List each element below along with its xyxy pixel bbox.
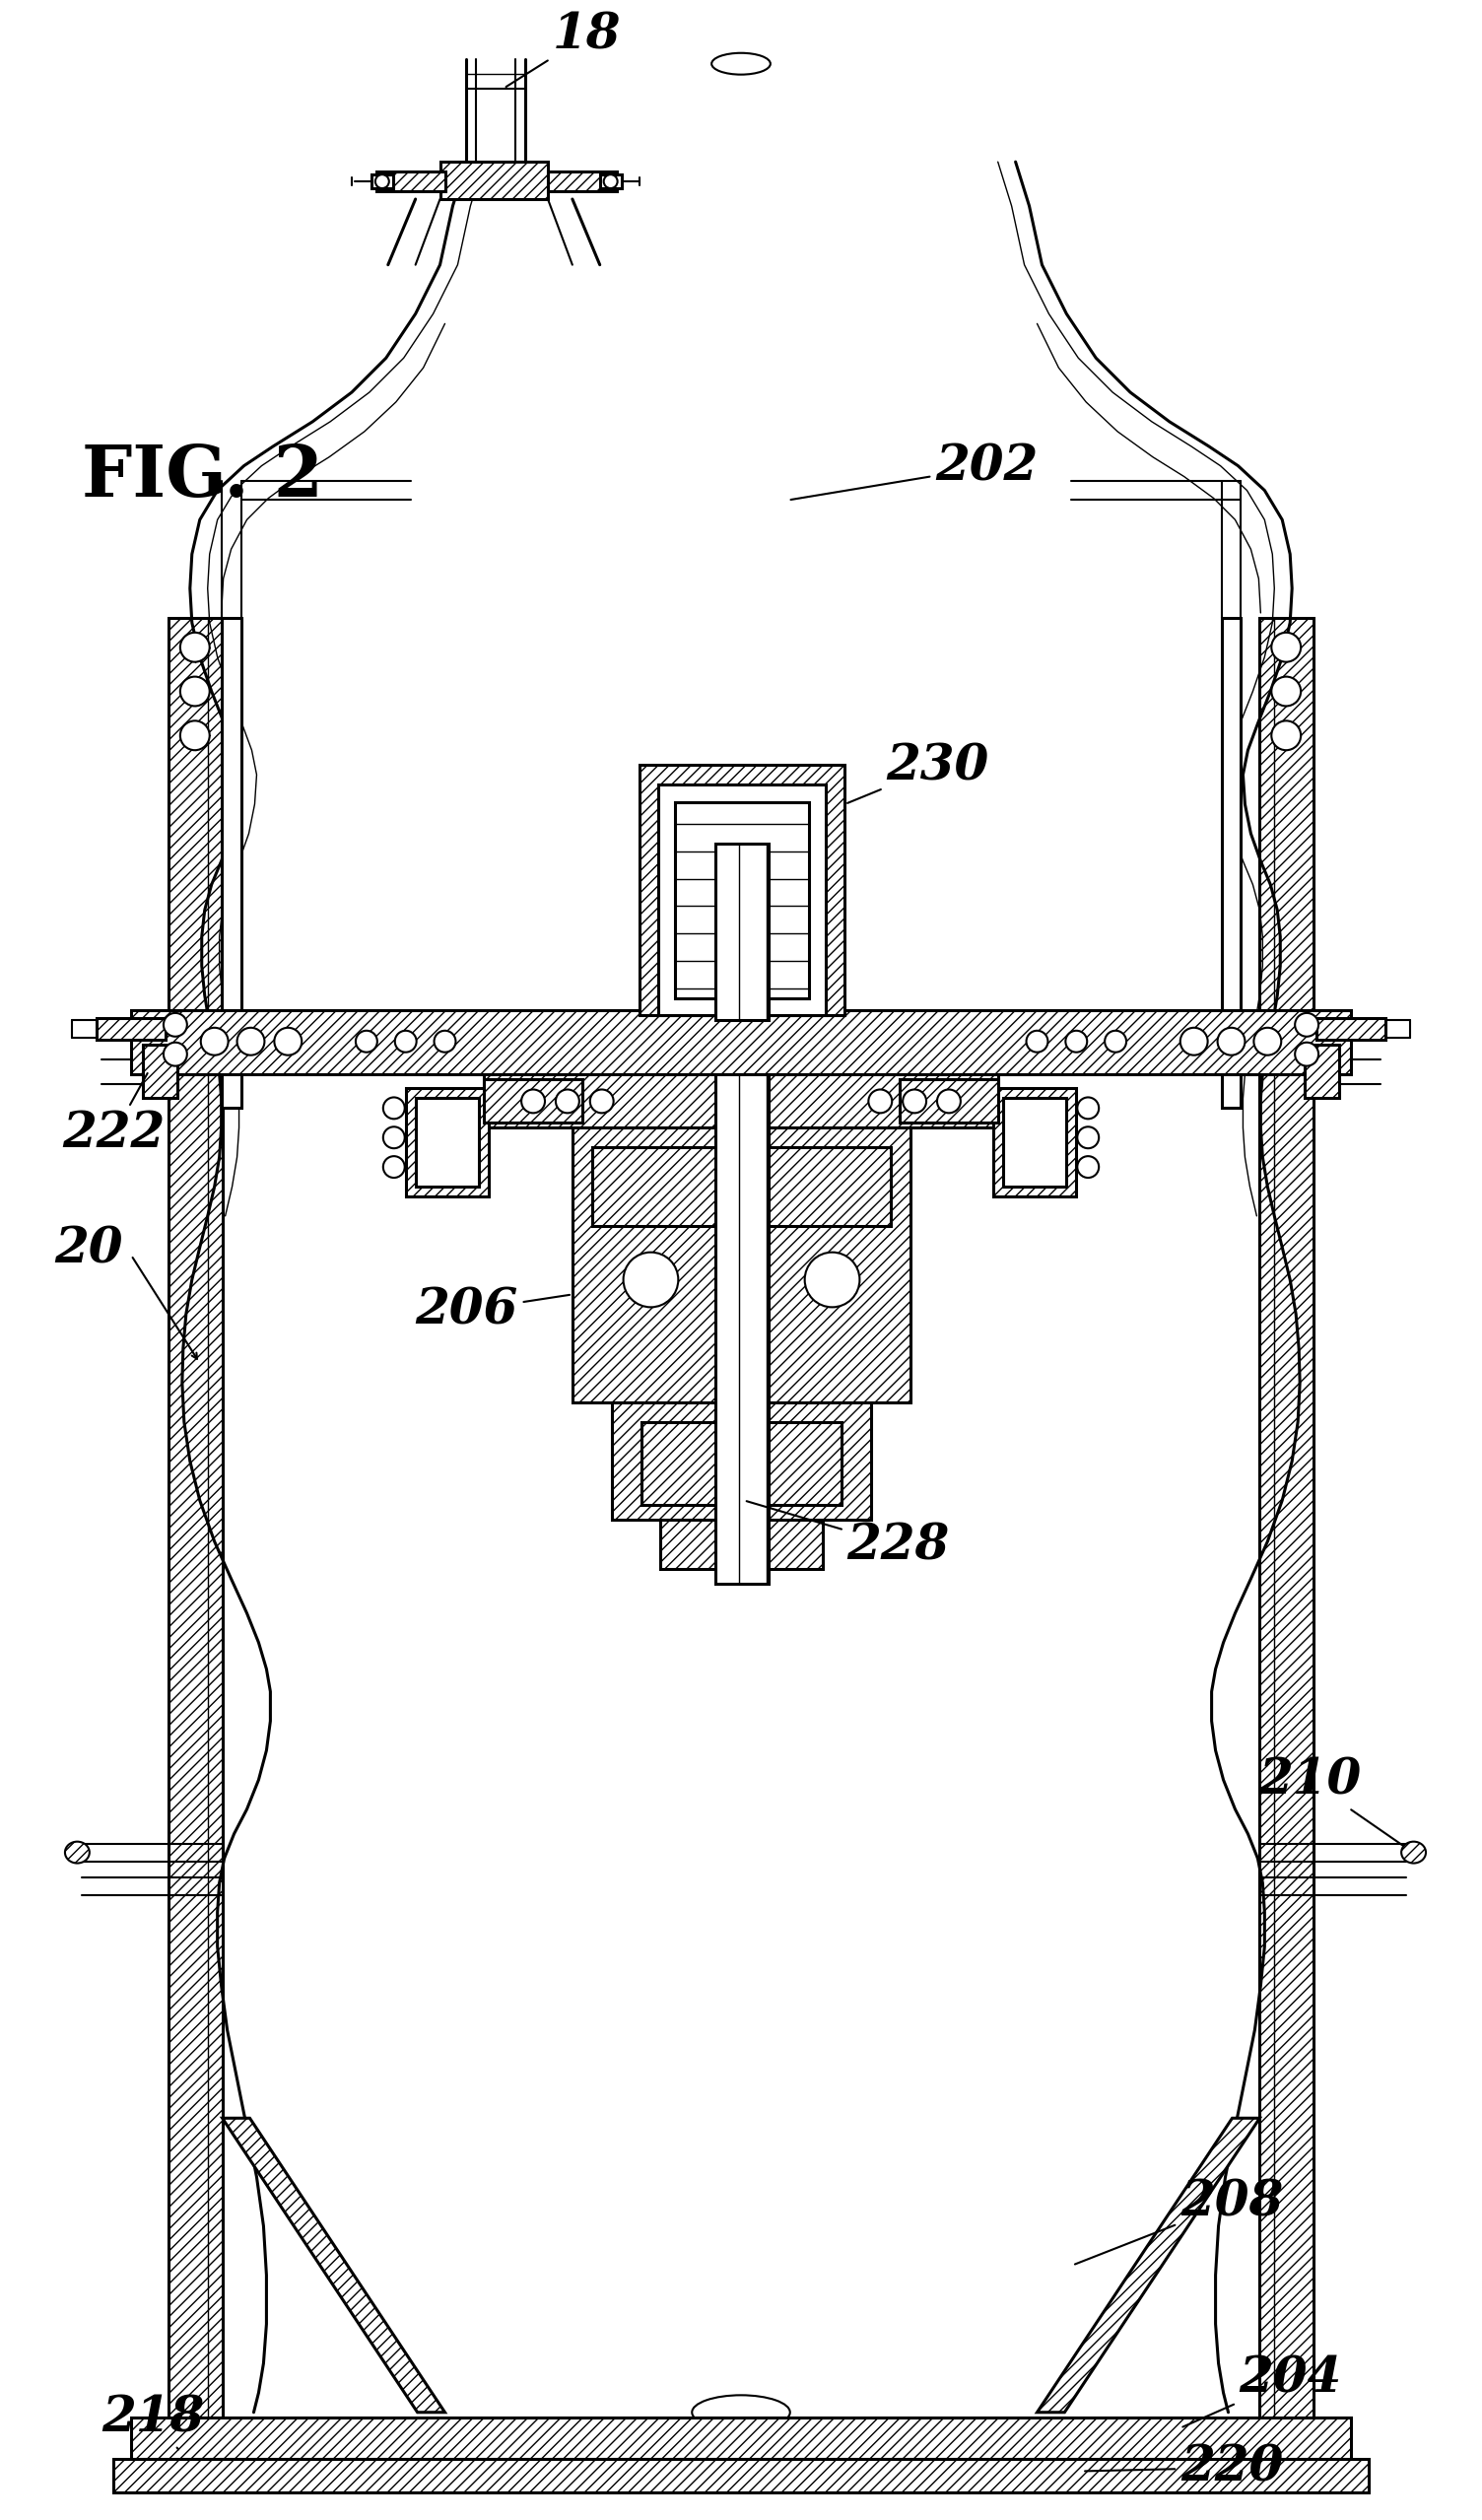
Circle shape: [903, 1089, 926, 1114]
Circle shape: [434, 1031, 455, 1053]
Circle shape: [163, 1043, 187, 1066]
Ellipse shape: [692, 2394, 790, 2429]
Bar: [221, 617, 242, 1109]
Bar: [716, 844, 769, 1021]
Circle shape: [237, 1028, 264, 1056]
Circle shape: [937, 1089, 960, 1114]
Bar: [485, 1074, 997, 1129]
Circle shape: [1218, 1028, 1245, 1056]
Circle shape: [1104, 1031, 1126, 1053]
Circle shape: [394, 1031, 416, 1053]
Bar: [676, 801, 809, 998]
Text: 222: 222: [62, 1074, 166, 1159]
Bar: [612, 1401, 871, 1520]
Text: 18: 18: [505, 13, 621, 86]
Bar: [1003, 1099, 1067, 1187]
Circle shape: [1272, 678, 1301, 706]
Text: 208: 208: [1074, 2180, 1283, 2265]
Bar: [130, 1011, 1352, 1074]
Circle shape: [384, 1096, 405, 1119]
Bar: [600, 174, 621, 189]
Text: 230: 230: [848, 743, 988, 804]
Text: 20: 20: [55, 1225, 123, 1275]
Bar: [440, 161, 548, 199]
Circle shape: [603, 174, 618, 189]
Text: 210: 210: [1258, 1756, 1403, 1847]
Bar: [754, 1147, 891, 1225]
Text: 206: 206: [415, 1285, 569, 1336]
Bar: [716, 1074, 769, 1583]
Bar: [114, 2460, 1368, 2492]
Bar: [1304, 1043, 1340, 1099]
Bar: [96, 1018, 166, 1038]
Bar: [130, 2417, 1352, 2460]
Ellipse shape: [711, 53, 771, 76]
Circle shape: [1077, 1126, 1098, 1149]
Ellipse shape: [65, 1842, 89, 1862]
Bar: [591, 1147, 729, 1225]
Circle shape: [556, 1089, 579, 1114]
Circle shape: [624, 1252, 679, 1308]
Bar: [993, 1089, 1076, 1197]
Bar: [1221, 617, 1240, 1109]
Bar: [169, 617, 222, 2422]
Circle shape: [375, 174, 388, 189]
Bar: [572, 1129, 910, 1401]
Text: 220: 220: [1085, 2444, 1283, 2492]
Circle shape: [356, 1031, 378, 1053]
Circle shape: [590, 1089, 614, 1114]
Circle shape: [384, 1126, 405, 1149]
Bar: [548, 171, 617, 192]
Polygon shape: [1037, 2119, 1260, 2412]
Circle shape: [384, 1157, 405, 1177]
Text: 218: 218: [102, 2394, 205, 2449]
Polygon shape: [222, 2119, 445, 2412]
Ellipse shape: [1402, 1842, 1426, 1862]
Bar: [485, 1079, 582, 1124]
Bar: [1260, 617, 1313, 2422]
Bar: [142, 1043, 178, 1099]
Circle shape: [1272, 721, 1301, 751]
Circle shape: [868, 1089, 892, 1114]
Bar: [900, 1079, 997, 1124]
Bar: [415, 1099, 479, 1187]
Circle shape: [181, 633, 209, 663]
Circle shape: [1272, 633, 1301, 663]
Bar: [639, 766, 845, 1016]
Circle shape: [274, 1028, 302, 1056]
Text: 228: 228: [747, 1502, 950, 1570]
Bar: [658, 784, 825, 1016]
Circle shape: [522, 1089, 545, 1114]
Circle shape: [181, 721, 209, 751]
Circle shape: [1077, 1157, 1098, 1177]
Circle shape: [1295, 1013, 1319, 1036]
Circle shape: [200, 1028, 228, 1056]
Circle shape: [181, 678, 209, 706]
Bar: [372, 174, 393, 189]
Bar: [376, 171, 445, 192]
Circle shape: [1295, 1043, 1319, 1066]
Text: 204: 204: [1183, 2356, 1341, 2427]
Bar: [406, 1089, 489, 1197]
Circle shape: [163, 1013, 187, 1036]
Circle shape: [1066, 1031, 1088, 1053]
Circle shape: [805, 1252, 860, 1308]
Circle shape: [1077, 1096, 1098, 1119]
Bar: [1316, 1018, 1386, 1038]
Circle shape: [1027, 1031, 1048, 1053]
Bar: [661, 1520, 823, 1570]
Circle shape: [1180, 1028, 1208, 1056]
Circle shape: [1254, 1028, 1282, 1056]
Text: 202: 202: [791, 444, 1037, 499]
Bar: [642, 1421, 842, 1504]
Text: FIG. 2: FIG. 2: [82, 441, 323, 512]
